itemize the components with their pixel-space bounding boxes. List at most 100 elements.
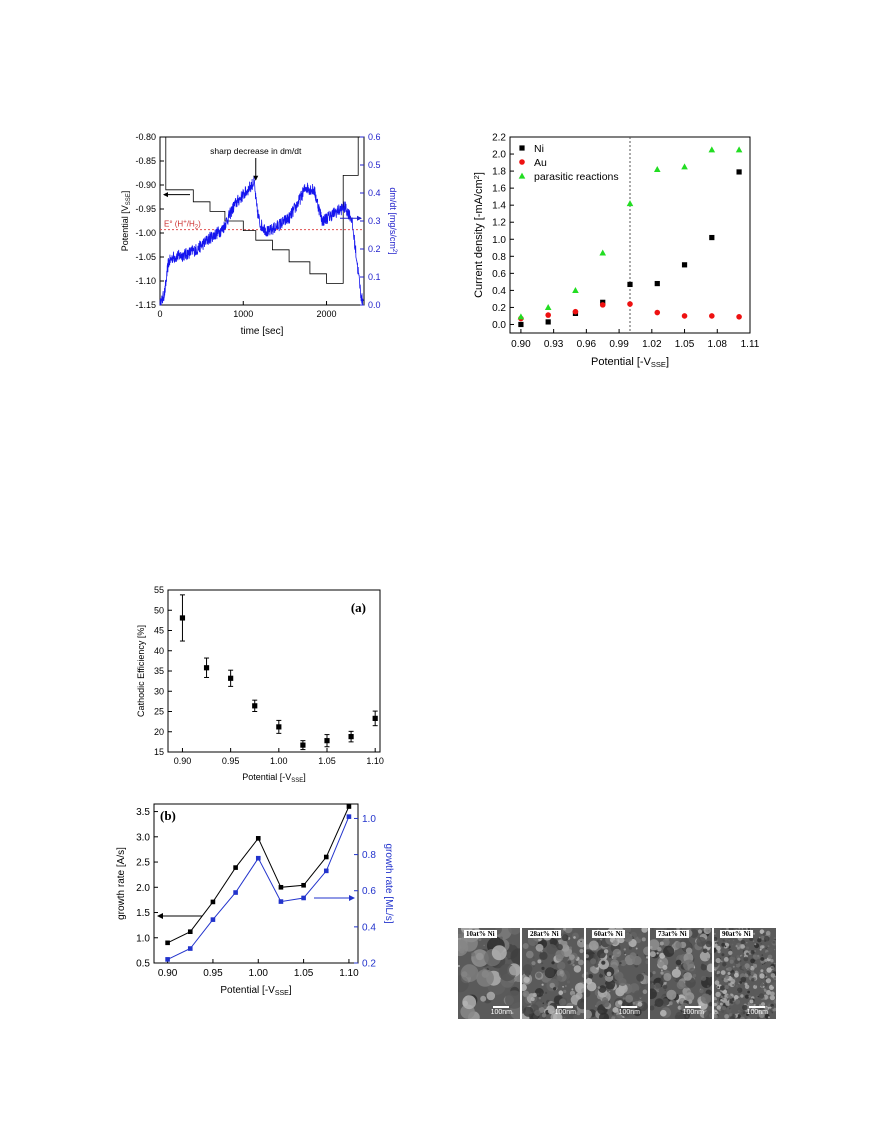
sem-grain — [541, 983, 544, 986]
sem-grain — [510, 948, 520, 965]
sem-grain — [651, 928, 654, 931]
y-axis-label: Cathodic Efficiency [%] — [136, 625, 146, 717]
sem-grain — [577, 938, 584, 948]
right-axis-arrow-head — [357, 215, 362, 221]
sem-grain — [765, 978, 771, 984]
sem-grain — [603, 949, 609, 954]
sem-grain — [716, 970, 721, 974]
sem-grain — [737, 957, 741, 961]
y-tick-label: 2.0 — [492, 150, 506, 161]
y-tick-label: 1.8 — [492, 167, 506, 178]
sem-grain — [566, 980, 571, 984]
sem-grain — [722, 1006, 726, 1010]
sem-grain — [735, 985, 738, 987]
data-point-square — [654, 280, 660, 287]
sem-grain — [773, 999, 776, 1004]
y-tick-label-right: 0.0 — [368, 300, 381, 310]
sem-grain — [714, 999, 717, 1003]
y-tick-label-left: 3.0 — [136, 832, 150, 843]
scale-bar-line — [685, 1006, 702, 1008]
data-point-circle — [572, 308, 579, 315]
sem-grain — [650, 946, 653, 949]
y-tick-label: 30 — [154, 686, 164, 696]
sem-grain — [721, 953, 725, 957]
sem-grain — [620, 960, 627, 967]
sem-grain — [531, 961, 536, 966]
sem-grain — [652, 971, 656, 975]
sem-grain — [747, 928, 751, 931]
sem-grain — [671, 968, 681, 978]
y-tick-label-right: 0.2 — [368, 244, 381, 254]
x-tick-label: 1.05 — [675, 339, 695, 350]
sem-grain — [522, 964, 533, 974]
sem-grain — [761, 938, 764, 940]
sem-grain — [563, 989, 567, 993]
sem-grain — [767, 1016, 770, 1019]
legend-label: Ni — [534, 143, 544, 155]
data-point-circle — [709, 313, 715, 319]
sem-grain — [724, 1014, 729, 1019]
sem-grain — [511, 1012, 514, 1014]
sem-grain — [562, 985, 564, 988]
sem-grain — [761, 965, 765, 969]
sem-grain — [765, 975, 768, 978]
sem-grain — [731, 943, 734, 946]
sem-grain — [558, 990, 564, 995]
sem-grain — [656, 952, 659, 955]
sem-grain — [759, 1004, 762, 1007]
sem-grain — [664, 989, 666, 991]
sem-grain — [623, 932, 633, 943]
data-point-left — [301, 882, 306, 888]
sem-grain — [541, 962, 544, 965]
sem-grain — [699, 988, 704, 994]
sem-grain — [750, 971, 755, 976]
sem-grain — [460, 933, 478, 952]
sem-grain — [752, 968, 754, 971]
sem-grain — [761, 935, 765, 940]
x-tick-label: 0.90 — [158, 968, 178, 979]
sem-grain — [759, 973, 765, 979]
sem-grain — [586, 981, 597, 992]
sem-grain — [599, 973, 603, 978]
y-tick-label-left: 1.0 — [136, 933, 150, 944]
sem-grain — [746, 970, 750, 975]
sem-grain — [727, 967, 732, 972]
sem-grain — [571, 988, 574, 991]
sem-grain — [728, 1012, 733, 1017]
panel-label: (b) — [160, 808, 176, 823]
sem-grain — [740, 994, 744, 998]
sem-grain — [650, 980, 654, 984]
sem-image-label: 60at% Ni — [592, 930, 625, 938]
x-tick-label: 1.10 — [339, 968, 359, 979]
sem-grain — [522, 990, 530, 998]
sem-grain — [588, 973, 593, 979]
data-point — [203, 665, 210, 671]
y-tick-label: 40 — [154, 646, 164, 656]
sem-grain — [622, 997, 626, 1000]
sem-grain — [663, 945, 675, 957]
sem-grain — [659, 959, 662, 962]
sem-grain — [705, 928, 712, 933]
sem-image-label: 10at% Ni — [464, 930, 497, 938]
sem-texture — [458, 928, 520, 1019]
data-point-circle — [627, 301, 633, 307]
x-tick-label: 1.08 — [708, 339, 728, 350]
sem-grain — [753, 963, 758, 968]
sem-grain — [737, 1013, 739, 1015]
sem-grain — [659, 941, 664, 946]
legend-label: parasitic reactions — [534, 171, 619, 183]
sem-grain — [551, 961, 555, 965]
sem-grain — [731, 950, 737, 956]
sem-grain — [721, 928, 725, 930]
data-point-left — [210, 899, 216, 905]
sem-grain — [618, 1009, 620, 1012]
sem-grain — [737, 987, 743, 993]
y-tick-label-left: 2.0 — [136, 883, 150, 894]
sem-grain — [749, 999, 754, 1004]
sem-grain — [530, 997, 535, 1002]
sem-grain — [760, 987, 764, 991]
sem-grain — [650, 988, 657, 1000]
sem-grain — [771, 980, 774, 983]
sem-grain — [766, 990, 771, 995]
sem-scale-label: 100nm — [490, 1009, 512, 1016]
